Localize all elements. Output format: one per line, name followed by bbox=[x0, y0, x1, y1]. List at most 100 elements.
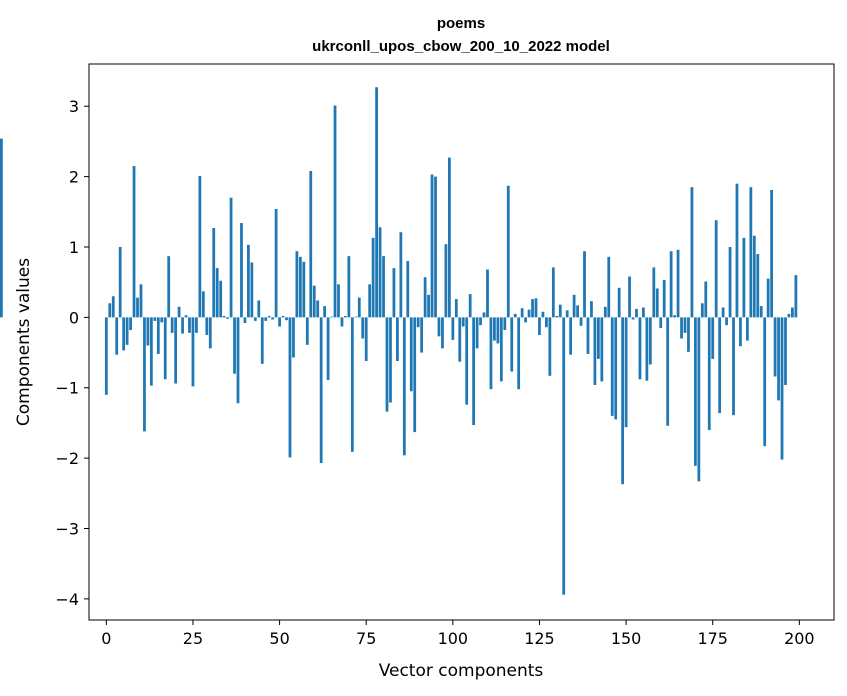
bar-194 bbox=[777, 317, 780, 401]
bar-26 bbox=[195, 317, 198, 333]
bar-67 bbox=[337, 284, 340, 318]
bar-27 bbox=[198, 175, 202, 318]
x-tick-label: 175 bbox=[697, 629, 728, 648]
bar-129 bbox=[551, 267, 555, 318]
bar-99 bbox=[447, 157, 451, 318]
bar-173 bbox=[704, 281, 708, 318]
bar-157 bbox=[648, 317, 652, 365]
bar-14 bbox=[153, 317, 157, 321]
bar-72 bbox=[354, 316, 358, 318]
bar-162 bbox=[666, 317, 670, 426]
bar-undefined bbox=[0, 138, 3, 318]
bar-187 bbox=[752, 235, 756, 318]
bar-40 bbox=[243, 317, 247, 323]
bar-138 bbox=[583, 251, 586, 318]
y-tick-label: −1 bbox=[55, 379, 79, 398]
bar-43 bbox=[253, 317, 257, 321]
bar-48 bbox=[271, 317, 275, 320]
bar-120 bbox=[520, 308, 524, 318]
bar-47 bbox=[267, 315, 271, 318]
bar-150 bbox=[624, 317, 628, 428]
bar-78 bbox=[375, 87, 378, 318]
bar-125 bbox=[538, 317, 541, 335]
bar-74 bbox=[361, 317, 365, 339]
bar-109 bbox=[482, 312, 486, 318]
bar-5 bbox=[122, 317, 126, 351]
bar-39 bbox=[240, 223, 243, 318]
x-axis: 0 25 50 75 100 125 150 175 200 bbox=[101, 620, 815, 648]
bar-28 bbox=[201, 291, 205, 318]
bar-149 bbox=[621, 317, 625, 485]
bar-33 bbox=[219, 280, 223, 318]
bar-141 bbox=[593, 317, 597, 385]
bar-85 bbox=[399, 232, 403, 318]
bar-122 bbox=[527, 309, 531, 318]
bar-102 bbox=[458, 317, 462, 362]
bar-137 bbox=[579, 317, 583, 326]
bar-101 bbox=[454, 299, 458, 318]
bar-166 bbox=[680, 317, 683, 339]
bar-139 bbox=[586, 317, 590, 354]
bar-118 bbox=[513, 313, 517, 318]
x-tick-label: 50 bbox=[269, 629, 289, 648]
bar-73 bbox=[357, 297, 361, 318]
x-tick-label: 75 bbox=[356, 629, 376, 648]
bar-83 bbox=[392, 268, 396, 318]
bar-136 bbox=[576, 305, 579, 318]
bar-169 bbox=[690, 187, 694, 318]
y-axis: −4 −3 −2 −1 0 1 2 3 bbox=[55, 97, 89, 609]
bar-68 bbox=[340, 317, 344, 327]
bar-192 bbox=[770, 189, 774, 318]
x-tick-label: 25 bbox=[183, 629, 203, 648]
bar-172 bbox=[700, 303, 704, 318]
bar-3 bbox=[115, 317, 119, 355]
bar-12 bbox=[146, 317, 150, 346]
bar-29 bbox=[205, 317, 209, 335]
bar-197 bbox=[787, 313, 791, 318]
bar-188 bbox=[756, 254, 760, 318]
chart-subtitle: ukrconll_upos_cbow_200_10_2022 model bbox=[312, 38, 610, 55]
y-tick-label: 2 bbox=[69, 168, 79, 187]
bar-80 bbox=[382, 256, 385, 318]
bar-17 bbox=[163, 317, 167, 380]
x-tick-label: 100 bbox=[438, 629, 469, 648]
bar-140 bbox=[590, 301, 593, 318]
bar-10 bbox=[139, 284, 143, 318]
bar-98 bbox=[444, 244, 448, 318]
bar-111 bbox=[489, 317, 493, 390]
bars-group bbox=[0, 87, 798, 595]
bar-186 bbox=[749, 187, 753, 318]
bar-30 bbox=[208, 317, 212, 349]
bar-16 bbox=[160, 317, 164, 323]
y-axis-label: Components values bbox=[14, 258, 34, 426]
bar-46 bbox=[264, 317, 268, 321]
bar-142 bbox=[596, 317, 600, 359]
y-tick-label: −2 bbox=[55, 449, 79, 468]
bar-51 bbox=[281, 315, 285, 318]
bar-52 bbox=[285, 317, 288, 321]
bar-110 bbox=[486, 269, 489, 318]
plot-area-frame bbox=[88, 63, 835, 621]
bar-105 bbox=[468, 294, 472, 318]
bar-148 bbox=[617, 287, 621, 318]
bar-175 bbox=[711, 317, 715, 359]
bar-91 bbox=[420, 317, 424, 353]
bar-146 bbox=[610, 317, 614, 416]
bar-18 bbox=[167, 256, 171, 318]
bar-152 bbox=[631, 317, 635, 320]
bar-77 bbox=[371, 237, 375, 318]
bar-65 bbox=[330, 316, 333, 318]
bar-20 bbox=[174, 317, 178, 384]
bar-124 bbox=[534, 298, 538, 318]
bar-176 bbox=[714, 220, 718, 318]
bar-93 bbox=[427, 294, 430, 318]
bar-23 bbox=[184, 315, 188, 318]
bar-62 bbox=[319, 317, 323, 464]
x-tick-label: 125 bbox=[524, 629, 555, 648]
chart-title: poems bbox=[437, 15, 485, 32]
bar-170 bbox=[694, 317, 697, 466]
bar-53 bbox=[288, 317, 292, 458]
bar-34 bbox=[222, 315, 226, 318]
bar-31 bbox=[212, 227, 216, 318]
